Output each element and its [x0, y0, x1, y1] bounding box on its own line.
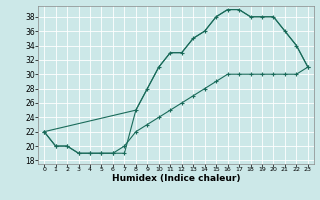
- X-axis label: Humidex (Indice chaleur): Humidex (Indice chaleur): [112, 174, 240, 183]
